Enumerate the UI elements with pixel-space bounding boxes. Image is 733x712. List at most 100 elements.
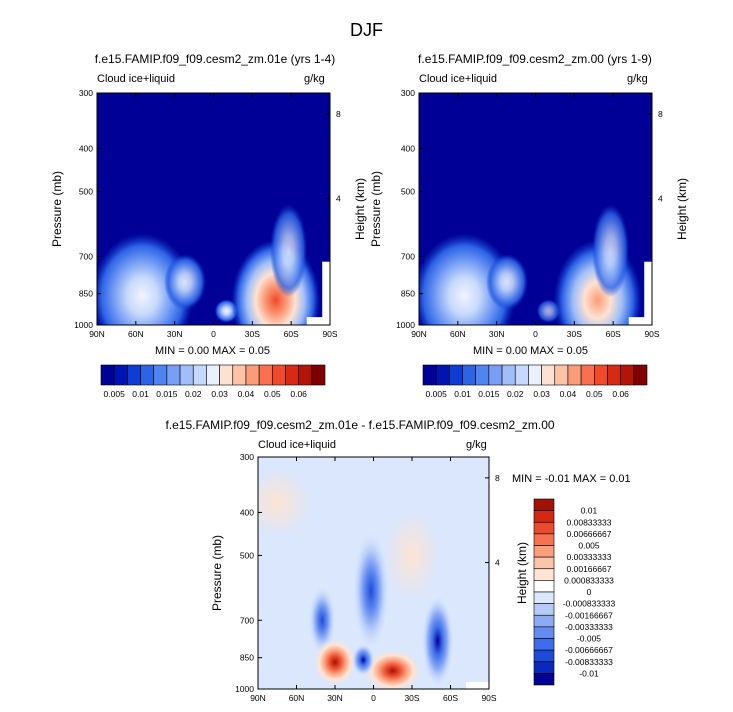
colorbar-diff-label: 0.00666667 bbox=[567, 529, 612, 539]
p3-negative-nh-midlat bbox=[308, 585, 337, 656]
p2-height-tick-label: 4 bbox=[658, 194, 663, 204]
colorbar-panel1-label: 0.06 bbox=[290, 389, 307, 399]
figure-title: DJF bbox=[350, 20, 383, 40]
p1-height-tick-label: 8 bbox=[336, 109, 341, 119]
colorbar-panel2-swatch bbox=[475, 364, 490, 386]
colorbar-panel2-swatch bbox=[607, 364, 621, 386]
p3-height-tick-label: 8 bbox=[495, 473, 500, 483]
colorbar-panel2-label: 0.02 bbox=[507, 389, 524, 399]
colorbar-panel2-label: 0.05 bbox=[586, 389, 603, 399]
p2-x-tick-label: 60S bbox=[606, 329, 621, 339]
colorbar-diff-swatch bbox=[533, 568, 555, 581]
colorbar-panel1-label: 0.04 bbox=[238, 389, 255, 399]
panel2-min-max: MIN = 0.00 MAX = 0.05 bbox=[473, 345, 588, 357]
p1-y-tick-label: 700 bbox=[79, 251, 93, 261]
p3-positive-nh-lowlevel bbox=[314, 638, 356, 686]
p1-x-tick-label: 30S bbox=[245, 329, 260, 339]
p3-negative-sh-midlat bbox=[421, 594, 454, 688]
p2-height-tick-label: 8 bbox=[658, 109, 663, 119]
colorbar-panel1-swatch bbox=[127, 364, 141, 386]
p2-sh-upper-cloud bbox=[591, 204, 630, 298]
colorbar-panel1-swatch bbox=[166, 364, 181, 386]
colorbar-panel1-label: 0.05 bbox=[264, 389, 281, 399]
colorbar-panel1-swatch bbox=[113, 364, 128, 386]
colorbar-diff-label: -0.00166667 bbox=[565, 610, 613, 620]
panel3-title: f.e15.FAMIP.f09_f09.cesm2_zm.01e - f.e15… bbox=[165, 418, 555, 432]
p2-y-tick-label: 400 bbox=[401, 143, 415, 153]
colorbar-panel1: 0.005 0.01 0.015 0.02 0.03 0.04 0.05 0.06 bbox=[100, 364, 326, 399]
colorbar-panel1-label: 0.02 bbox=[185, 389, 202, 399]
p1-missing-data-edge bbox=[322, 261, 330, 325]
colorbar-panel2-label: 0.04 bbox=[560, 389, 577, 399]
p2-y-tick-label: 1000 bbox=[396, 320, 415, 330]
colorbar-panel1-swatch bbox=[232, 364, 247, 386]
p1-x-tick-label: 90S bbox=[322, 329, 337, 339]
colorbar-diff-swatch bbox=[533, 521, 555, 535]
p1-missing-data bbox=[306, 317, 330, 325]
colorbar-diff-label: -0.00666667 bbox=[565, 645, 613, 655]
colorbar-panel1-swatch bbox=[192, 364, 207, 386]
p1-subtropical-cloud bbox=[164, 254, 206, 310]
colorbar-diff-swatch bbox=[533, 603, 555, 616]
p3-x-tick-label: 90N bbox=[250, 693, 266, 703]
colorbar-panel2-swatch bbox=[488, 364, 503, 386]
colorbar-panel2-label: 0.015 bbox=[478, 389, 500, 399]
colorbar-diff-swatch bbox=[533, 545, 555, 558]
colorbar-diff-label: 0.01 bbox=[581, 506, 598, 516]
p1-x-tick-label: 60N bbox=[128, 329, 144, 339]
p1-y-tick-label: 1000 bbox=[74, 320, 93, 330]
p3-missing-data bbox=[465, 682, 489, 689]
colorbar-panel1-swatch bbox=[206, 364, 220, 386]
colorbar-diff-swatch bbox=[533, 533, 555, 546]
p2-missing-data bbox=[628, 317, 652, 325]
p3-y-tick-label: 300 bbox=[240, 452, 254, 462]
colorbar-panel2-swatch bbox=[593, 364, 608, 386]
colorbar-diff-label: 0.000833333 bbox=[564, 575, 614, 585]
colorbar-diff-swatch bbox=[533, 661, 555, 674]
p1-nh-cloud-band bbox=[97, 233, 194, 325]
p3-x-tick-label: 30N bbox=[327, 693, 343, 703]
colorbar-diff-label: 0 bbox=[587, 587, 592, 597]
panel3-min-max: MIN = -0.01 MAX = 0.01 bbox=[512, 473, 631, 485]
colorbar-panel2-swatch bbox=[633, 364, 648, 386]
colorbar-panel1-swatch bbox=[245, 364, 260, 386]
colorbar-panel2-swatch bbox=[567, 364, 582, 386]
colorbar-panel2-swatch bbox=[620, 364, 635, 386]
p2-x-tick-label: 90N bbox=[411, 329, 427, 339]
p1-plot-area bbox=[97, 93, 330, 325]
colorbar-panel1-swatch bbox=[100, 364, 115, 386]
colorbar-panel1-swatch bbox=[271, 364, 286, 386]
panel2-variable-label: Cloud ice+liquid bbox=[419, 73, 497, 85]
p2-missing-data-edge bbox=[644, 261, 652, 325]
colorbar-panel1-swatch bbox=[140, 364, 155, 386]
p2-y-tick-label: 500 bbox=[401, 186, 415, 196]
p3-x-tick-label: 60N bbox=[289, 693, 305, 703]
colorbar-diff-swatch bbox=[533, 556, 555, 570]
p2-subtropical-cloud bbox=[486, 254, 528, 310]
p1-x-tick-label: 0 bbox=[211, 329, 216, 339]
colorbar-diff-swatch bbox=[533, 673, 555, 686]
panel1-units: g/kg bbox=[304, 73, 325, 85]
colorbar-panel1-label: 0.005 bbox=[104, 389, 126, 399]
panel1-min-max: MIN = 0.00 MAX = 0.05 bbox=[155, 345, 270, 357]
p1-y-tick-label: 500 bbox=[79, 186, 93, 196]
p2-x-tick-label: 0 bbox=[533, 329, 538, 339]
panel3-variable-label: Cloud ice+liquid bbox=[258, 439, 336, 451]
p3-height-tick-label: 4 bbox=[495, 558, 500, 568]
colorbar-panel1-label: 0.03 bbox=[211, 389, 228, 399]
panel3-units: g/kg bbox=[466, 439, 487, 451]
colorbar-diff-label: -0.000833333 bbox=[563, 599, 616, 609]
colorbar-panel1-swatch bbox=[298, 364, 313, 386]
colorbar-panel2-swatch bbox=[580, 364, 595, 386]
p1-y-tick-label: 300 bbox=[79, 88, 93, 98]
p3-x-tick-label: 30S bbox=[404, 693, 419, 703]
p2-x-tick-label: 30N bbox=[489, 329, 505, 339]
p1-y-tick-label: 850 bbox=[79, 289, 93, 299]
p1-x-tick-label: 30N bbox=[167, 329, 183, 339]
colorbar-diff-label: -0.00833333 bbox=[565, 657, 613, 667]
p3-negative-tropical-column bbox=[352, 530, 390, 651]
colorbar-diff-swatch bbox=[533, 626, 555, 639]
p3-y-tick-label: 700 bbox=[240, 615, 254, 625]
p3-x-tick-label: 60S bbox=[443, 693, 458, 703]
